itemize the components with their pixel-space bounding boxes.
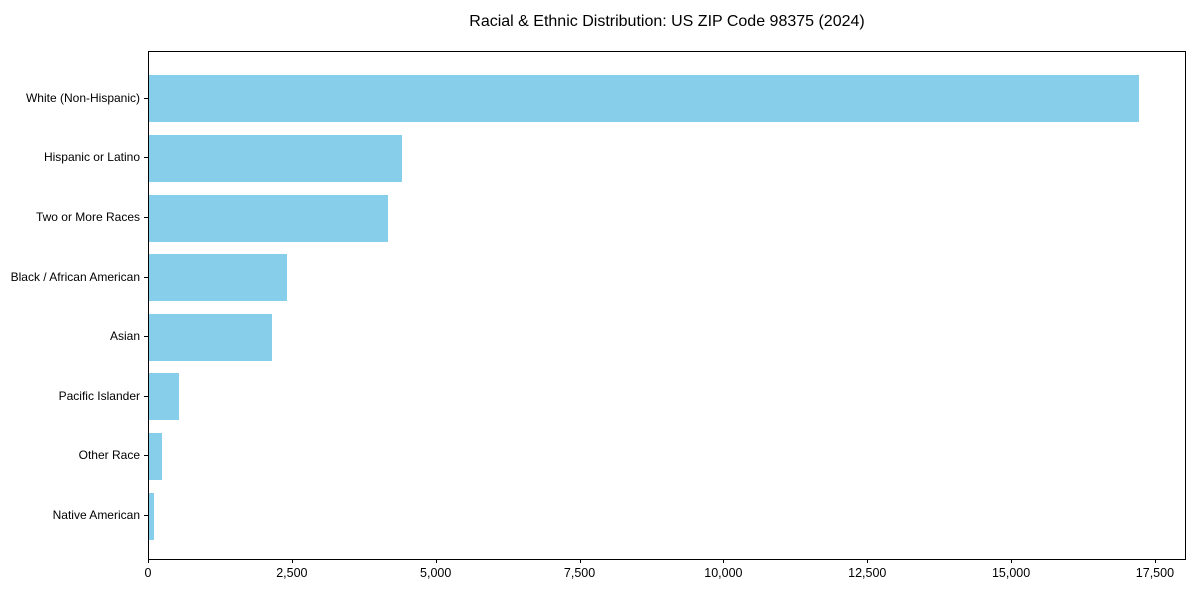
x-tick-mark [579,559,581,563]
y-tick-mark [144,217,148,218]
x-tick-mark [867,559,869,563]
x-tick-mark [723,559,725,563]
y-tick-mark [144,395,148,397]
bar-other-race [149,432,162,480]
y-tick-mark [144,455,148,457]
x-tick-label: 0 [144,566,152,580]
x-tick-label: 17,500 [1135,566,1175,580]
x-tick-label: 15,000 [991,566,1031,580]
category-label: Hispanic or Latino [43,150,140,165]
category-label: Black / African American [10,269,140,284]
y-tick-mark [144,97,148,99]
category-label: White (Non-Hispanic) [25,90,140,105]
x-tick-label: 12,500 [848,566,887,580]
x-tick-label: 7,500 [563,566,596,580]
x-tick-label: 10,000 [704,566,743,580]
y-tick-mark [144,515,148,516]
x-tick-mark [1154,559,1156,563]
bar-two-or-more-races [149,194,388,242]
bar-native-american [149,492,154,540]
x-tick-label: 5,000 [420,566,452,580]
x-tick-label: 2,500 [276,566,308,580]
chart-title: Racial & Ethnic Distribution: US ZIP Cod… [469,13,865,30]
bar-black-african-american [149,254,288,302]
bar-hispanic-or-latino [149,134,403,182]
category-label: Two or More Races [35,210,140,224]
y-tick-mark [144,276,148,278]
bar-asian [149,313,272,361]
y-tick-mark [144,336,148,338]
category-label: Native American [52,508,140,522]
category-label: Pacific Islander [58,388,140,403]
category-label: Asian [109,329,140,344]
plot-area [148,51,1186,560]
x-tick-mark [148,559,149,563]
category-label: Other Race [78,448,140,463]
y-tick-mark [144,157,148,159]
x-tick-mark [1011,559,1013,563]
x-tick-mark [435,559,437,563]
x-tick-mark [291,559,293,563]
bar-white-non-hispanic [149,75,1139,123]
bar-pacific-islander [149,373,180,421]
